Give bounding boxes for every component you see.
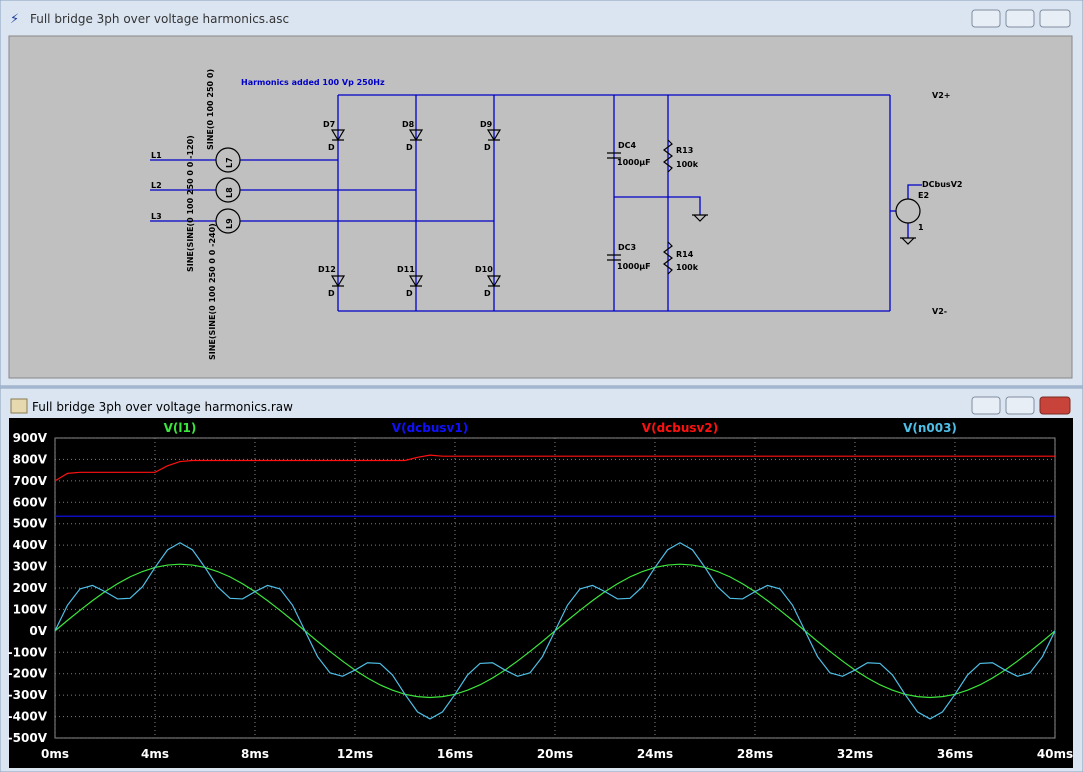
source-value: SINE(SINE(0 100 250 0 0 -240) [208,223,217,360]
capacitor-name: DC4 [618,141,637,150]
maximize-button[interactable] [1005,396,1035,415]
close-button[interactable] [1039,396,1071,415]
y-tick-label: -500V [8,731,48,745]
x-tick-label: 0ms [41,747,69,761]
schematic-canvas [8,35,1073,379]
diode-model: D [328,289,335,298]
source-name: E2 [918,191,929,200]
net-label: V2- [932,307,947,316]
capacitor-value: 1000µF [617,158,651,167]
y-tick-label: 0V [29,624,47,638]
source-value: SINE(0 100 250 0) [206,69,215,150]
legend-entry: V(l1) [164,421,197,435]
x-tick-label: 8ms [241,747,269,761]
components [215,129,921,288]
plot: -500V -400V -300V -200V -100V 0V 100V 200V 300V 4… [8,421,1074,761]
legend-entry: V(dcbusv1) [392,421,468,435]
x-tick-label: 4ms [141,747,169,761]
net-label: DCbusV2 [922,180,962,189]
diode-model: D [406,143,413,152]
diode-name: D9 [480,120,493,129]
y-tick-label: 400V [13,538,48,552]
resistor-name: R14 [676,250,694,259]
net-label: L1 [151,151,162,160]
x-tick-label: 32ms [837,747,873,761]
wires [150,94,922,312]
diode-name: D7 [323,120,335,129]
x-tick-label: 16ms [437,747,473,761]
capacitor-name: DC3 [618,243,636,252]
diode-name: D12 [318,265,336,274]
plot-background [9,418,1073,768]
y-tick-label: 900V [13,431,48,445]
app-icon: ⚡ [10,12,19,27]
net-label: L3 [151,212,162,221]
y-tick-label: 500V [13,517,48,531]
diode-name: D10 [475,265,493,274]
y-tick-label: -100V [8,645,48,659]
resistor-name: R13 [676,146,693,155]
x-tick-label: 28ms [737,747,773,761]
annotation: Harmonics added 100 Vp 250Hz [241,78,385,87]
resistor-value: 100k [676,263,699,272]
minimize-button[interactable] [971,9,1001,28]
minimize-button[interactable] [971,396,1001,415]
diode-name: D11 [397,265,415,274]
y-tick-label: 600V [13,495,48,509]
y-tick-label: 300V [13,560,48,574]
diode-model: D [484,289,491,298]
source-name: L8 [225,187,234,198]
resistor-value: 100k [676,160,699,169]
y-tick-label: 800V [13,452,48,466]
x-tick-label: 20ms [537,747,573,761]
maximize-button[interactable] [1005,9,1035,28]
source-name: L9 [225,218,234,229]
plot-window: Full bridge 3ph over voltage harmonics.r… [0,387,1083,772]
capacitor-value: 1000µF [617,262,651,271]
diode-model: D [484,143,491,152]
schematic-window: ⚡ Full bridge 3ph over voltage harmonics… [0,0,1083,387]
app-icon [10,398,28,414]
diode-model: D [406,289,413,298]
source-gain: 1 [918,223,924,232]
legend-entry: V(dcbusv2) [642,421,718,435]
close-button[interactable] [1039,9,1071,28]
x-tick-label: 24ms [637,747,673,761]
diode-name: D8 [402,120,415,129]
series-line [54,454,1055,482]
window-title: Full bridge 3ph over voltage harmonics.a… [30,12,289,26]
x-tick-label: 40ms [1037,747,1073,761]
y-tick-label: 700V [13,474,48,488]
diode-model: D [328,143,335,152]
x-tick-label: 12ms [337,747,373,761]
y-tick-label: 200V [13,581,48,595]
x-tick-label: 36ms [937,747,973,761]
net-label: V2+ [932,91,950,100]
source-value: SINE(SINE(0 100 250 0 0 -120) [186,135,195,272]
legend-entry: V(n003) [903,421,957,435]
series-line [54,542,1056,720]
y-tick-label: -400V [8,710,48,724]
y-tick-label: -300V [8,688,48,702]
y-tick-label: 100V [13,602,48,616]
source-name: L7 [225,157,234,168]
window-title: Full bridge 3ph over voltage harmonics.r… [32,400,293,414]
net-label: L2 [151,181,162,190]
y-tick-label: -200V [8,667,48,681]
